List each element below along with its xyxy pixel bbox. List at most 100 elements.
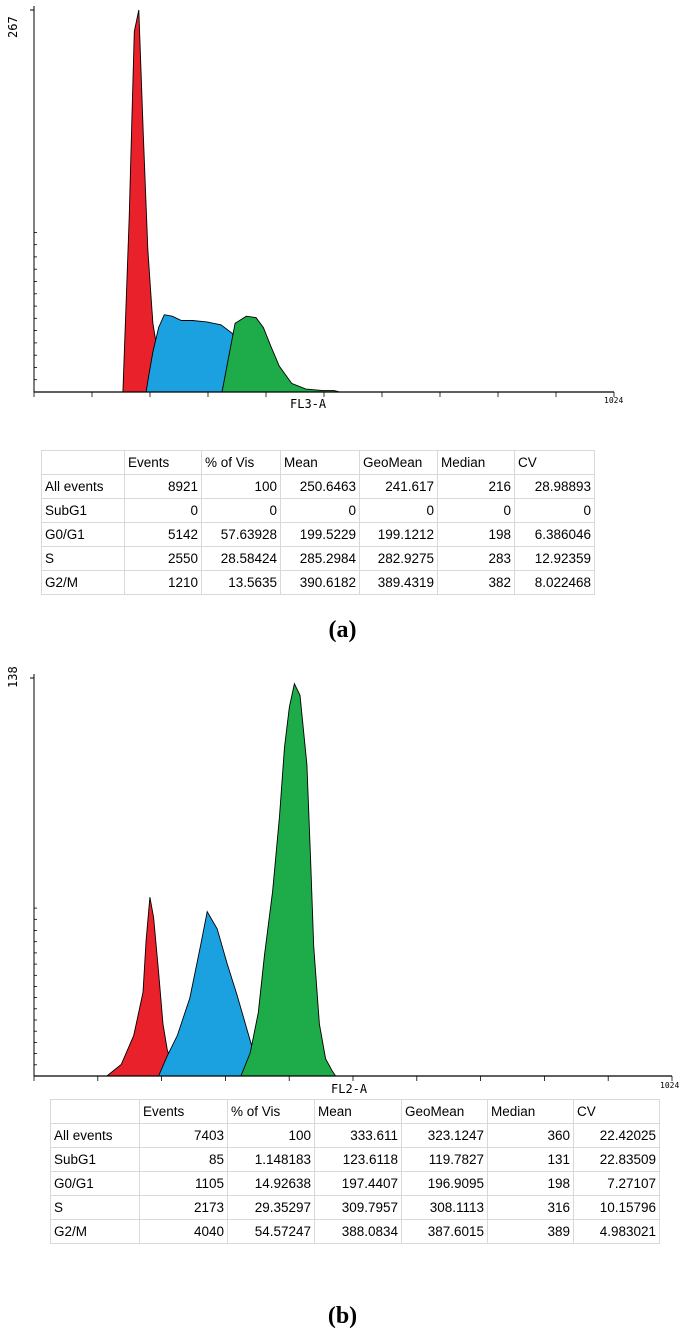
table-cell: 199.5229 [280, 522, 360, 547]
table-cell: 1.148183 [227, 1147, 315, 1172]
table-header-row: Events% of Vis Mean GeoMean Median CV [50, 1099, 660, 1124]
table-cell: 198 [487, 1171, 574, 1196]
table-cell: 54.57247 [227, 1219, 315, 1244]
histogram-chart-b: 138 FL2-A 1024 [6, 666, 679, 1096]
column-header: Mean [314, 1099, 402, 1124]
row-label: SubG1 [50, 1147, 140, 1172]
row-label: G2/M [50, 1219, 140, 1244]
x-axis-label-b: FL2-A [331, 1082, 368, 1096]
row-label: All events [50, 1123, 140, 1148]
x-max-label-a: 1024 [604, 396, 623, 405]
histogram-peak-3 [221, 315, 341, 393]
column-header: Mean [280, 450, 360, 475]
row-label: SubG1 [41, 498, 125, 523]
table-row: All events 7403 100 333.611 323.1247 360 22.42… [50, 1123, 660, 1148]
table-cell: 198 [437, 522, 515, 547]
table-cell: 282.9275 [359, 546, 438, 571]
table-cell: 29.35297 [227, 1195, 315, 1220]
table-cell: 1210 [124, 570, 202, 595]
table-cell: 0 [437, 498, 515, 523]
table-cell: 14.92638 [227, 1171, 315, 1196]
table-row: S 2550 28.58424 285.2984 282.9275 283 12.92359 [41, 546, 595, 571]
table-cell: 85 [139, 1147, 228, 1172]
table-cell: 333.611 [314, 1123, 402, 1148]
histogram-chart-a: 267 FL3-A 1024 [6, 6, 623, 411]
table-cell: 119.7827 [401, 1147, 488, 1172]
table-cell: 0 [359, 498, 438, 523]
table-cell: 8921 [124, 474, 202, 499]
x-max-label-b: 1024 [660, 1081, 679, 1090]
table-cell: 1105 [139, 1171, 228, 1196]
table-cell: 323.1247 [401, 1123, 488, 1148]
column-header: GeoMean [401, 1099, 488, 1124]
table-cell: 5142 [124, 522, 202, 547]
table-cell: 216 [437, 474, 515, 499]
column-header: Median [487, 1099, 574, 1124]
table-cell: 10.15796 [573, 1195, 660, 1220]
row-label: G0/G1 [41, 522, 125, 547]
table-cell: 316 [487, 1195, 574, 1220]
table-cell: 241.617 [359, 474, 438, 499]
row-label: G2/M [41, 570, 125, 595]
stats-table-b: Events% of Vis Mean GeoMean Median CV All eve… [50, 1099, 660, 1244]
y-max-label-b: 138 [6, 666, 20, 688]
row-label: All events [41, 474, 125, 499]
panel-caption-b: (b) [327, 1303, 358, 1329]
table-cell: 131 [487, 1147, 574, 1172]
table-cell: 0 [514, 498, 595, 523]
table-cell: 388.0834 [314, 1219, 402, 1244]
table-cell: 0 [201, 498, 281, 523]
table-cell: 123.6118 [314, 1147, 402, 1172]
column-header [41, 450, 125, 475]
table-row: SubG1 85 1.148183 123.6118 119.7827 131 22.835… [50, 1147, 660, 1172]
row-label: S [50, 1195, 140, 1220]
histogram-peak-3 [240, 682, 337, 1077]
histogram-peak-1 [105, 897, 180, 1077]
histogram-peak-2 [157, 910, 267, 1077]
table-cell: 0 [124, 498, 202, 523]
table-cell: 6.386046 [514, 522, 595, 547]
table-cell: 382 [437, 570, 515, 595]
table-cell: 7.27107 [573, 1171, 660, 1196]
row-label: G0/G1 [50, 1171, 140, 1196]
y-max-label-a: 267 [6, 16, 20, 38]
column-header: Events [124, 450, 202, 475]
table-cell: 197.4407 [314, 1171, 402, 1196]
table-cell: 100 [201, 474, 281, 499]
table-cell: 28.58424 [201, 546, 281, 571]
row-label: S [41, 546, 125, 571]
table-cell: 387.6015 [401, 1219, 488, 1244]
table-cell: 13.5635 [201, 570, 281, 595]
panel-caption-a: (a) [328, 617, 357, 643]
column-header: Events [139, 1099, 228, 1124]
table-cell: 2173 [139, 1195, 228, 1220]
table-row: G0/G1 1105 14.92638 197.4407 196.9095 198 7.27… [50, 1171, 660, 1196]
table-header-row: Events% of Vis Mean GeoMean Median CV [41, 450, 595, 475]
table-cell: 0 [280, 498, 360, 523]
table-cell: 7403 [139, 1123, 228, 1148]
histogram-panel-b: 138 FL2-A 1024 [0, 648, 685, 1098]
table-row: G0/G1 5142 57.63928 199.5229 199.1212 198 6.38… [41, 522, 595, 547]
column-header: Median [437, 450, 515, 475]
table-cell: 389.4319 [359, 570, 438, 595]
table-cell: 285.2984 [280, 546, 360, 571]
column-header: CV [514, 450, 595, 475]
table-cell: 250.6463 [280, 474, 360, 499]
table-cell: 199.1212 [359, 522, 438, 547]
x-axis-label-a: FL3-A [290, 397, 327, 411]
table-row: All events 8921 100 250.6463 241.617 216 28.98… [41, 474, 595, 499]
table-row: S 2173 29.35297 309.7957 308.1113 316 10.15796 [50, 1195, 660, 1220]
table-cell: 57.63928 [201, 522, 281, 547]
table-cell: 2550 [124, 546, 202, 571]
table-row: SubG1 0 0 0 0 0 0 [41, 498, 595, 523]
table-cell: 22.42025 [573, 1123, 660, 1148]
table-cell: 12.92359 [514, 546, 595, 571]
column-header: % of Vis [227, 1099, 315, 1124]
column-header: % of Vis [201, 450, 281, 475]
table-cell: 390.6182 [280, 570, 360, 595]
table-cell: 8.022468 [514, 570, 595, 595]
table-cell: 283 [437, 546, 515, 571]
column-header: CV [573, 1099, 660, 1124]
histogram-panel-a: 267 FL3-A 1024 [0, 0, 685, 412]
table-cell: 196.9095 [401, 1171, 488, 1196]
